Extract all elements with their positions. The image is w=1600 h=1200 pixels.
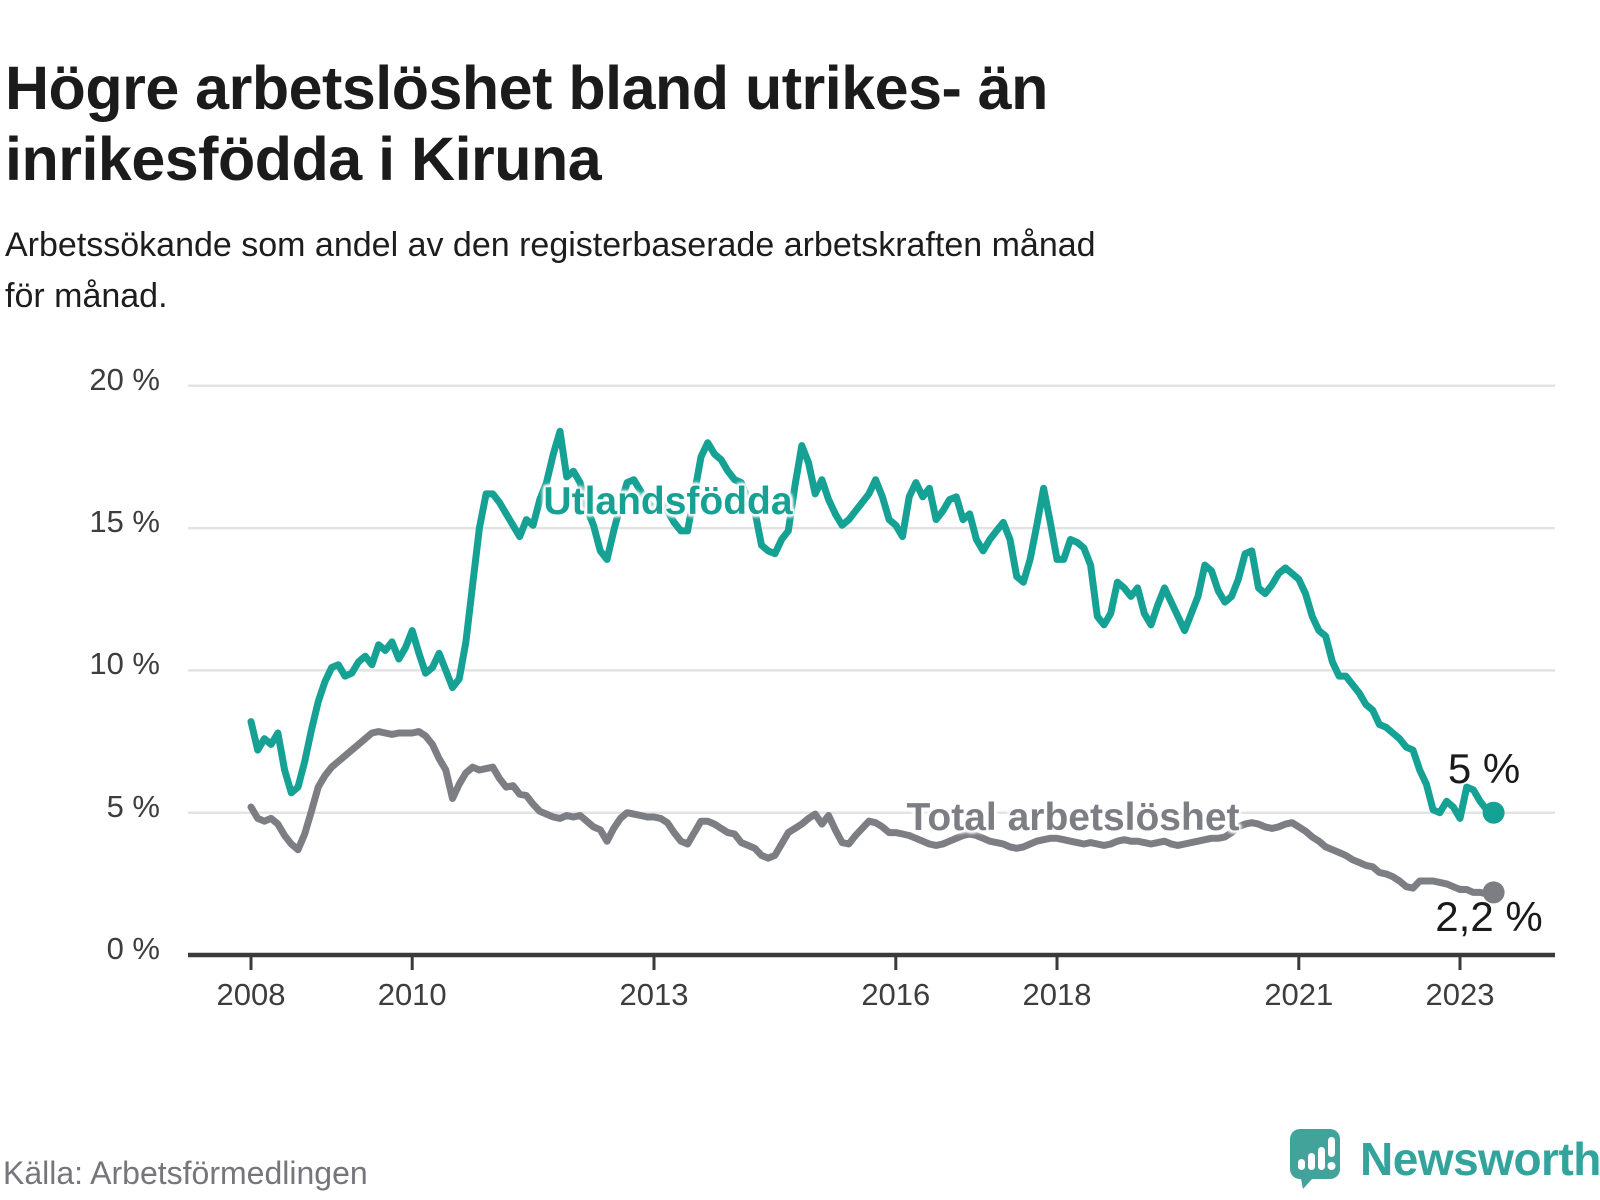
x-tick-label-2016: 2016 bbox=[861, 977, 931, 1012]
y-tick-label-0: 0 % bbox=[106, 931, 160, 966]
y-tick-label-10: 10 % bbox=[89, 646, 160, 682]
series-line-utlandsfodda bbox=[247, 427, 1498, 822]
y-tick-label-5: 5 % bbox=[106, 788, 160, 824]
source-attribution: Källa: Arbetsförmedlingen bbox=[3, 1155, 368, 1191]
x-tick-label-2021: 2021 bbox=[1264, 977, 1334, 1012]
newsworthy-logo-text: Newsworthy bbox=[1360, 1133, 1600, 1185]
newsworthy-logo-icon bbox=[1290, 1129, 1340, 1189]
chart-title: Högre arbetslöshet bland utrikes- än inr… bbox=[5, 53, 1048, 194]
y-tick-label-15: 15 % bbox=[89, 504, 160, 540]
y-tick-label-20: 20 % bbox=[89, 361, 160, 397]
series-end-dot-total bbox=[1482, 881, 1505, 904]
x-tick-label-2008: 2008 bbox=[216, 977, 286, 1012]
series-line-total bbox=[247, 728, 1498, 898]
newsworthy-logo: Newsworthy bbox=[1288, 1127, 1600, 1191]
x-tick-label-2010: 2010 bbox=[377, 977, 447, 1012]
chart-subtitle: Arbetssökande som andel av den registerb… bbox=[5, 226, 1096, 315]
end-value-label-total: 2,2 % bbox=[1435, 893, 1543, 940]
x-tick-label-2013: 2013 bbox=[619, 977, 689, 1012]
x-tick-label-2023: 2023 bbox=[1425, 977, 1495, 1012]
series-end-dot-utlandsfodda bbox=[1482, 801, 1505, 824]
x-tick-label-2018: 2018 bbox=[1022, 977, 1092, 1012]
series-label-utlandsfodda: Utlandsfödda bbox=[543, 480, 793, 523]
series-label-total-arbetsloshet: Total arbetslöshet bbox=[906, 796, 1240, 839]
end-value-label-utlandsfodda: 5 % bbox=[1447, 745, 1521, 792]
